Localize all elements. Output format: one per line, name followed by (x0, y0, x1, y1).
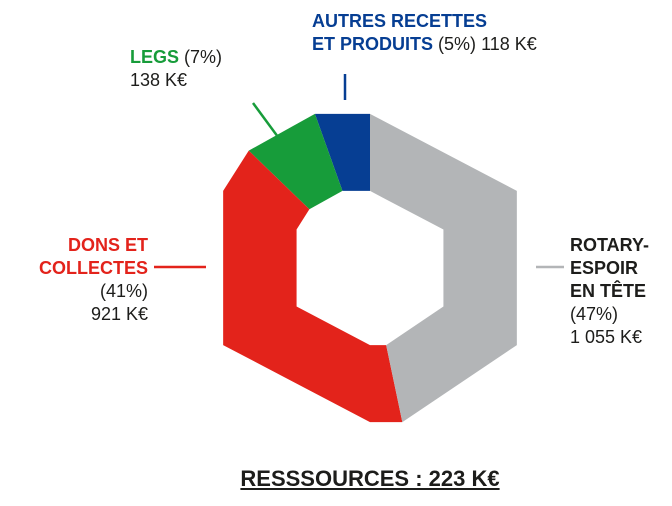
percent-label: (47%) (570, 304, 619, 324)
segment (370, 113, 517, 423)
category-name: ROTARY- ESPOIR EN TÊTE (570, 235, 649, 301)
category-name: DONS ET COLLECTES (38, 235, 148, 278)
amount-label: 921 K€ (90, 304, 148, 324)
segment (248, 113, 343, 210)
category-name: AUTRES RECETTES ET PRODUITS (312, 11, 488, 54)
chart-title: RESSSOURCES : 223 K€ (240, 466, 500, 491)
segment (314, 113, 370, 191)
category-name: LEGS (130, 47, 180, 67)
leader-line (251, 102, 280, 138)
percent-label: (5%) (438, 34, 477, 54)
amount-label: 1 055 K€ (570, 327, 643, 347)
label: LEGS (7%) 138 K€ (130, 46, 222, 92)
percent-label: (7%) (184, 47, 223, 67)
label: DONS ET COLLECTES (41%) 921 K€ (39, 234, 148, 326)
amount-label: 118 K€ (481, 34, 537, 54)
percent-label: (41%) (99, 281, 148, 301)
amount-label: 138 K€ (130, 70, 188, 90)
label: AUTRES RECETTES ET PRODUITS (5%) 118 K€ (312, 10, 537, 56)
segment (223, 150, 403, 423)
label: ROTARY- ESPOIR EN TÊTE (47%) 1 055 K€ (570, 234, 649, 349)
